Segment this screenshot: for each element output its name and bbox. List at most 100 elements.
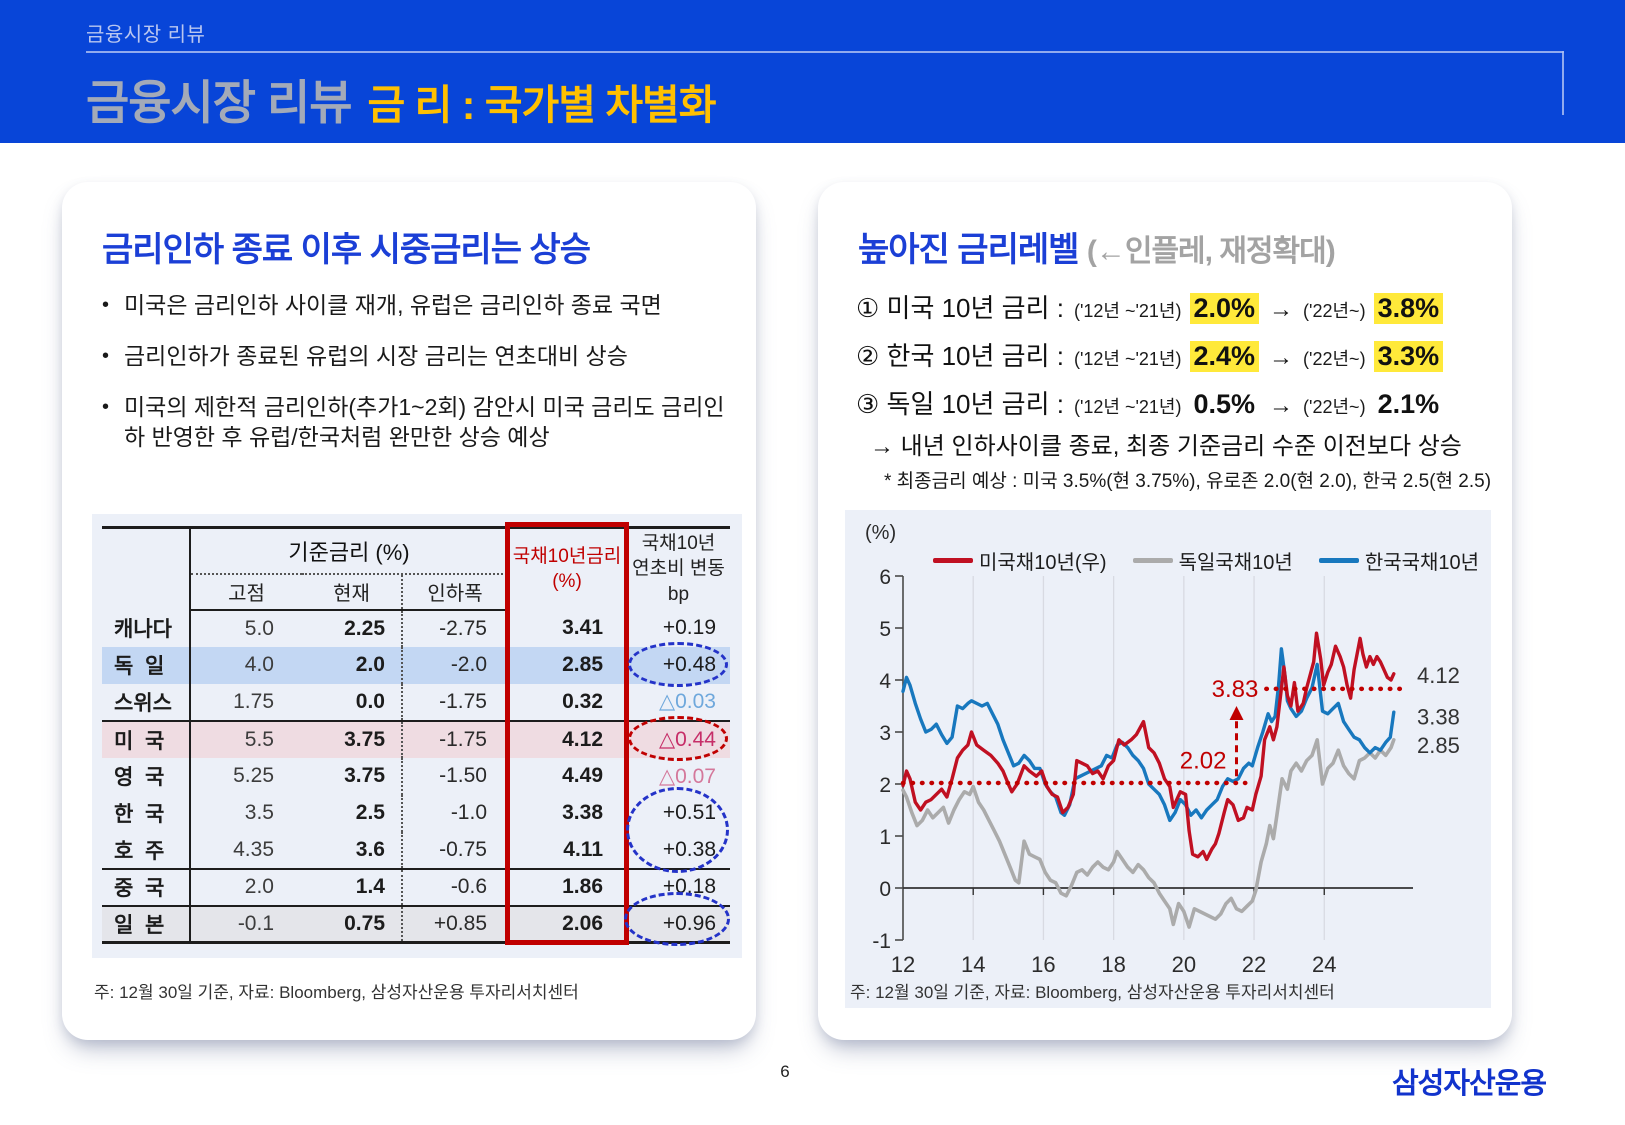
bullet-item: • 미국은 금리인하 사이클 재개, 유럽은 금리인하 종료 국면 [102,290,732,321]
legend-label: 독일국채10년 [1178,552,1293,574]
table-cell: -2.75 [439,616,487,640]
point-range-after: ('22년~) [1303,397,1366,417]
point-value-after: 3.8% [1373,293,1444,324]
table-cell: -1.0 [450,801,487,824]
svg-text:6: 6 [879,566,891,589]
svg-text:3.83: 3.83 [1212,676,1259,703]
point-arrow: → [1269,344,1294,371]
table-cell: △0.07 [658,764,716,788]
bullet-list: • 미국은 금리인하 사이클 재개, 유럽은 금리인하 종료 국면 • 금리인하가 종… [102,290,732,473]
table-cell: +0.96 [627,905,730,943]
table-cell: 2.5 [302,794,403,832]
svg-text:16: 16 [1031,952,1055,977]
table-row: 일 본 -0.1 0.75 +0.85 2.06 +0.96 [102,905,730,943]
company-logo: 삼성자산운용 [1392,1068,1547,1100]
svg-text:14: 14 [961,952,985,977]
table-cell: 2.85 [507,646,627,684]
point-range-before: ('12년 ~'21년) [1073,301,1182,321]
rates-table-zone: 기준금리 (%) 국채10년금리 (%) 국채10년 연초비 변동bp [92,514,742,958]
table-cell: 중 국 [102,868,191,907]
table-cell: 4.11 [507,831,627,870]
table-cell: 영 국 [102,757,191,795]
terminal-rate-footnote: * 최종금리 예상 : 미국 3.5%(현 3.75%), 유로존 2.0(현 … [884,471,1492,492]
table-cell: -2.0 [402,646,507,684]
svg-text:-1: -1 [872,930,891,953]
svg-text:20: 20 [1172,952,1196,977]
svg-text:2.85: 2.85 [1417,733,1460,758]
column-header-10yr-yield: 국채10년금리 (%) [512,545,622,593]
point-value-after: 3.3% [1373,341,1444,372]
chart-svg: 6 5 4 3 2 1 0 -112 14 16 18 20 22 24 2.02 3.83 4.12 3.38 2… [872,566,1460,977]
svg-text:2: 2 [879,774,891,797]
rate-point-line: ③ 독일 10년 금리 : ('12년 ~'21년) 0.5% → ('22년~) 2.1… [856,384,1496,421]
svg-text:12: 12 [891,952,915,977]
bullet-dot: • [102,294,110,316]
right-panel: 높아진 금리레벨 (←인플레, 재정확대) ① 미국 10년 금리 : ('12년… [818,182,1512,1040]
table-cell: 캐나다 [102,609,191,647]
table-cell: △0.03 [627,683,730,722]
right-source-note: 주: 12월 30일 기준, 자료: Bloomberg, 삼성자산운용 투자리… [850,983,1335,1002]
point-value-before: 2.0% [1189,293,1260,324]
svg-text:24: 24 [1312,952,1336,977]
table-cell: 1.75 [190,683,302,722]
table-cell: +0.48 [627,646,730,684]
table-row: 캐나다 5.0 2.25 -2.75 3.41 +0.19 [102,609,730,647]
bullet-dot: • [102,395,110,418]
table-cell: +0.18 [627,868,730,907]
series-한국국채10년 [901,647,1396,823]
svg-text:3: 3 [879,722,891,745]
column-header-ytd-change: 국채10년 연초비 변동bp [632,532,725,606]
ten-year-yield-chart: 6 5 4 3 2 1 0 -1 12 14 16 18 20 22 24 2.02 3.83 4.12 3.38 2… [845,554,1491,1008]
table-cell: 2.0 [190,868,302,907]
point-value-after: 2.1% [1377,389,1440,419]
bullet-item: • 금리인하가 종료된 유럽의 시장 금리는 연초대비 상승 [102,341,732,372]
point-range-after: ('22년~) [1303,301,1366,321]
bullet-dot: • [102,344,110,367]
table-cell: 2.0 [302,646,403,684]
table-cell: 3.75 [302,720,403,758]
table-cell: 3.6 [302,831,403,870]
svg-text:0: 0 [879,878,891,901]
table-cell: 2.06 [507,905,627,943]
legend-item: 한국국채10년 [1318,546,1479,575]
table-cell: 스위스 [102,683,191,722]
point-arrow: → [1269,296,1294,323]
table-cell: 4.35 [190,831,302,870]
table-corner-cell [102,527,191,610]
header-eyebrow: 금융시장 리뷰 [86,24,206,46]
table-row: 호 주 4.35 3.6 -0.75 4.11 +0.38 [102,831,730,870]
conclusion-line: → 내년 인하사이클 종료, 최종 기준금리 수준 이전보다 상승 [870,433,1462,460]
table-cell: 3.41 [562,616,603,639]
series-미국채10년(우) [901,631,1396,862]
table-cell: 한 국 [102,794,191,832]
subheader-peak: 고점 [190,573,302,611]
legend-item: 미국채10년(우) [933,546,1107,575]
header-rule-horizontal [86,51,1564,53]
table-cell: △0.44 [627,720,730,758]
table-cell: 3.75 [302,757,403,795]
rates-table-wrap: 기준금리 (%) 국채10년금리 (%) 국채10년 연초비 변동bp [102,522,732,946]
policy-rates-table: 기준금리 (%) 국채10년금리 (%) 국채10년 연초비 변동bp [102,526,730,944]
table-row: 영 국 5.25 3.75 -1.50 4.49 △0.07 [102,757,730,795]
point-value-before: 2.4% [1189,341,1260,372]
table-cell: +0.51 [662,801,716,824]
table-cell: +0.38 [627,831,730,870]
table-row: 한 국 3.5 2.5 -1.0 3.38 +0.51 [102,794,730,832]
table-cell: 4.12 [507,720,627,758]
right-panel-title: 높아진 금리레벨 (←인플레, 재정확대) [858,231,1336,269]
bullet-text: 금리인하가 종료된 유럽의 시장 금리는 연초대비 상승 [124,342,628,369]
table-cell: 5.0 [244,616,274,640]
bullet-text: 미국의 제한적 금리인하(추가1~2회) 감안시 미국 금리도 금리인하 반영한… [124,393,725,451]
table-cell: +0.85 [402,905,507,943]
rate-point-line: ② 한국 10년 금리 : ('12년 ~'21년) 2.4% → ('22년~) 3.3… [856,336,1496,373]
page-title-topic: 금 리 : 국가별 차별화 [367,82,717,128]
table-cell: 2.25 [302,609,403,647]
table-cell: 1.4 [302,868,403,907]
left-panel-title: 금리인하 종료 이후 시중금리는 상승 [102,231,591,269]
bullet-item: • 미국의 제한적 금리인하(추가1~2회) 감안시 미국 금리도 금리인하 반영… [102,392,732,454]
table-cell: 호 주 [102,831,191,870]
header-rule-vertical [1562,51,1564,115]
rates-table-body: 캐나다 5.0 2.25 -2.75 3.41 +0.19 독 일 4.0 2.0 -2.0 2.8… [102,609,730,943]
y-axis-unit-label: (%) [865,522,897,544]
